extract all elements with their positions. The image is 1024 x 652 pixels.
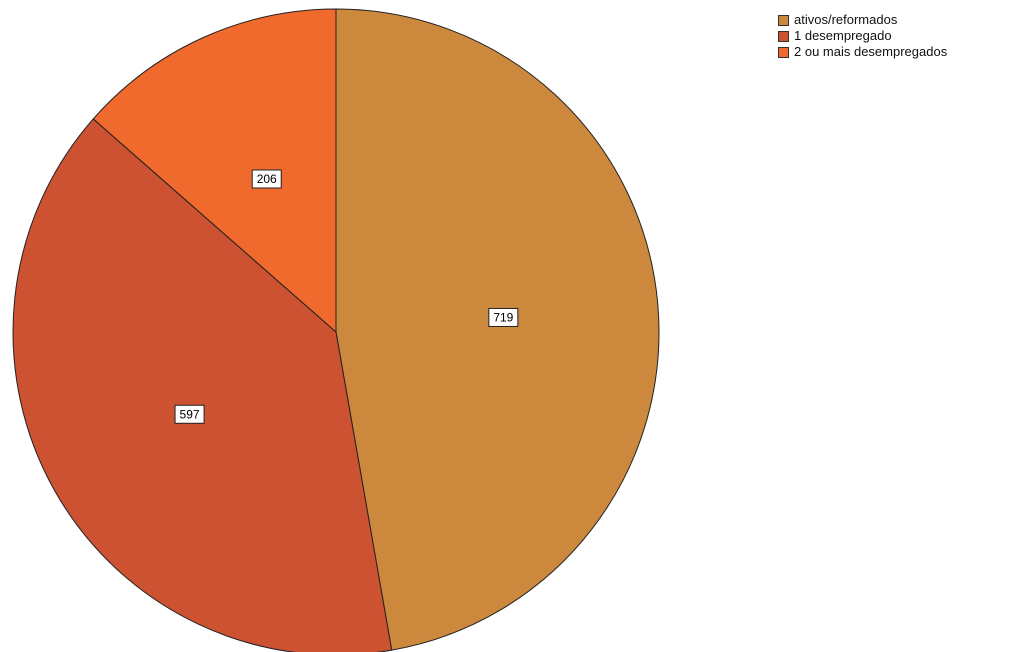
legend-swatch xyxy=(778,14,789,26)
data-label-text: 597 xyxy=(180,407,200,421)
pie-slices xyxy=(12,8,660,652)
chart-legend: ativos/reformados 1 desempregado 2 ou ma… xyxy=(778,12,947,60)
legend-label: 1 desempregado xyxy=(794,28,892,43)
data-label-box xyxy=(251,169,282,189)
pie-data-labels: 719 597 206 xyxy=(174,169,519,424)
pie-slice-2-ou-mais-desempregados xyxy=(92,8,337,334)
legend-swatch xyxy=(778,46,789,58)
legend-swatch xyxy=(778,30,789,42)
data-label-ativos-reformados: 719 xyxy=(488,307,519,327)
data-label-2-ou-mais-desempregados: 206 xyxy=(251,169,282,189)
data-label-text: 719 xyxy=(493,310,513,324)
data-label-text: 206 xyxy=(257,172,277,186)
legend-label: ativos/reformados xyxy=(794,12,898,27)
data-label-1-desempregado: 597 xyxy=(174,404,205,424)
data-label-box xyxy=(174,404,205,424)
legend-item-ativos-reformados: ativos/reformados xyxy=(778,12,947,28)
legend-item-2-ou-mais-desempregados: 2 ou mais desempregados xyxy=(778,44,947,60)
data-label-box xyxy=(488,307,519,327)
pie-slice-1-desempregado xyxy=(12,118,393,652)
pie-slice-ativos-reformados xyxy=(335,8,660,651)
legend-label: 2 ou mais desempregados xyxy=(794,44,948,59)
legend-item-1-desempregado: 1 desempregado xyxy=(778,28,947,44)
